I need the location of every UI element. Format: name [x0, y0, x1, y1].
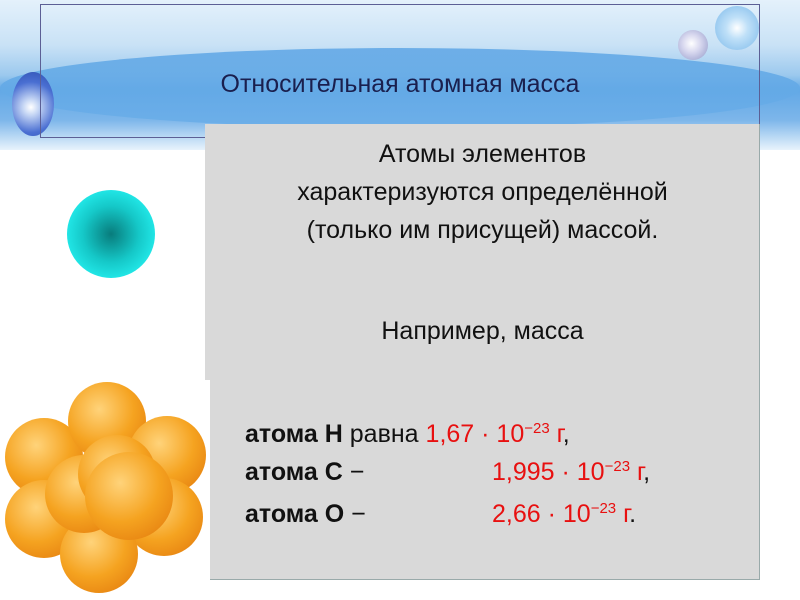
- mass-row-o: атома O − 2,66 · 10−23 г.: [245, 500, 725, 529]
- mass-exponent: −23: [590, 500, 617, 517]
- mass-row-h: атома H равна 1,67 · 10−23 г,: [245, 420, 570, 449]
- mass-mantissa: 1,995 · 10: [492, 458, 605, 486]
- mass-row-c: атома C − 1,995 · 10−23 г,: [245, 458, 725, 487]
- row-label: атома O: [245, 500, 345, 528]
- row-connector: −: [349, 458, 365, 486]
- row-label: атома C: [245, 458, 343, 486]
- mass-mantissa: 1,67 · 10: [425, 420, 525, 448]
- example-paragraph: Например, масса: [381, 317, 584, 345]
- slide-title: Относительная атомная масса: [220, 70, 580, 98]
- nucleon: [85, 452, 173, 540]
- mass-unit: г: [556, 420, 563, 448]
- atom-sphere-image: [67, 190, 155, 278]
- mass-value: 1,67 · 10−23 г: [426, 420, 563, 448]
- mass-mantissa: 2,66 · 10: [492, 500, 591, 528]
- mass-value: 1,995 · 10−23 г: [492, 458, 643, 486]
- intro-paragraph: Атомы элементов характеризуются определё…: [297, 140, 668, 244]
- small-sphere-decoration: [678, 30, 708, 60]
- mass-exponent: −23: [524, 420, 550, 437]
- row-punct: ,: [643, 458, 651, 486]
- content-box: [205, 124, 760, 580]
- light-sphere-decoration: [715, 6, 759, 50]
- mass-exponent: −23: [604, 458, 631, 475]
- blue-sphere-decoration: [12, 72, 54, 136]
- nucleus-image: [0, 380, 210, 600]
- row-connector: −: [351, 500, 366, 528]
- wave-decoration: [0, 48, 800, 128]
- mass-unit: г: [637, 458, 644, 486]
- row-label: атома H: [245, 420, 343, 448]
- row-punct: ,: [562, 420, 570, 448]
- row-connector: равна: [349, 420, 419, 448]
- mass-value: 2,66 · 10−23 г: [492, 500, 629, 528]
- title-background: [0, 0, 800, 150]
- row-punct: .: [629, 500, 637, 528]
- mass-unit: г: [623, 500, 630, 528]
